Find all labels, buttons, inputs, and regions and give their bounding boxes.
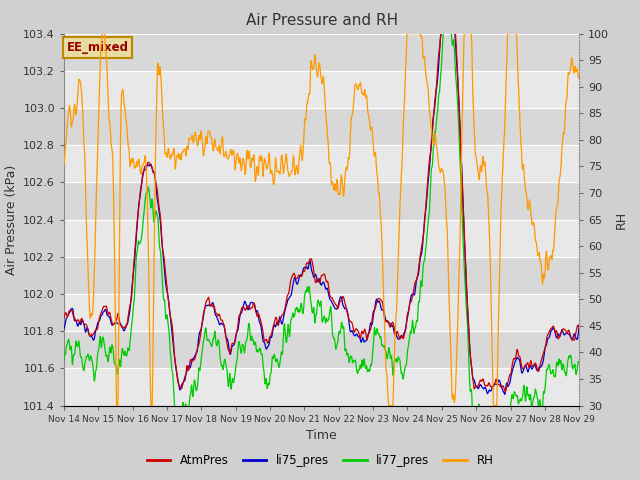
Legend: AtmPres, li75_pres, li77_pres, RH: AtmPres, li75_pres, li77_pres, RH: [142, 449, 498, 472]
Bar: [64, 34, 579, 71]
X-axis label: Time: Time: [306, 429, 337, 442]
Bar: [64, 257, 579, 294]
Bar: [64, 331, 579, 369]
Y-axis label: RH: RH: [615, 211, 628, 228]
Bar: [64, 145, 579, 182]
Title: Air Pressure and RH: Air Pressure and RH: [246, 13, 397, 28]
Bar: [64, 182, 579, 219]
Text: EE_mixed: EE_mixed: [67, 41, 129, 54]
Y-axis label: Air Pressure (kPa): Air Pressure (kPa): [4, 165, 17, 275]
Bar: [64, 219, 579, 257]
Bar: [64, 369, 579, 406]
Bar: [64, 108, 579, 145]
Bar: [64, 294, 579, 331]
Bar: [64, 71, 579, 108]
